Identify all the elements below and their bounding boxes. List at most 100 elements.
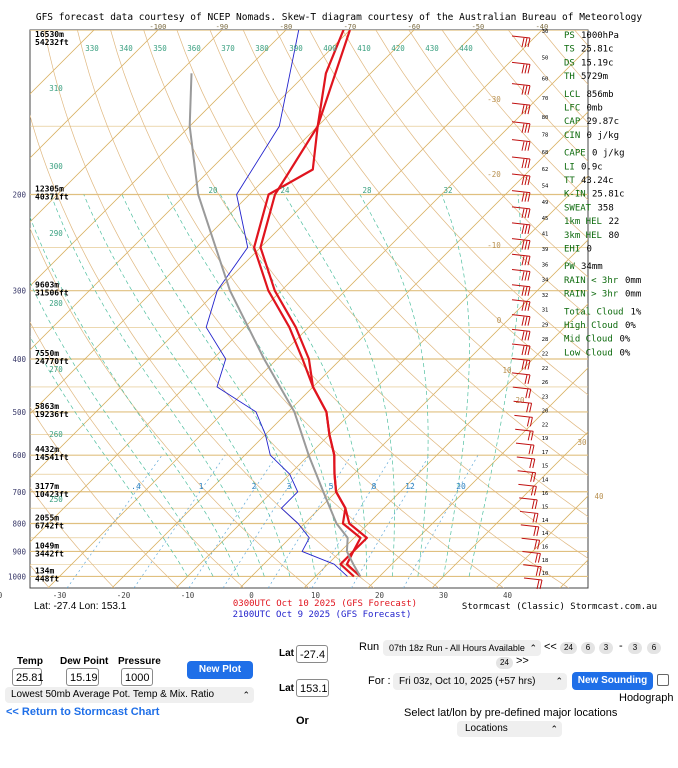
stat-value: 0%	[620, 335, 631, 345]
wind-barb-flag	[527, 123, 531, 133]
stat-value: 1000hPa	[581, 31, 619, 41]
wind-speed-label: 45	[542, 216, 549, 222]
wind-barb-flag	[527, 286, 531, 296]
theta-side-label: 260	[49, 430, 63, 439]
pill-3-back[interactable]: 3	[599, 642, 613, 654]
location-text: Lat: -27.4 Lon: 153.1	[34, 601, 127, 612]
wind-speed-label: 54	[542, 184, 549, 190]
isotherm--80	[30, 30, 287, 287]
for-label: For :	[368, 675, 391, 687]
stat-key: CIN	[564, 131, 580, 141]
wind-barb: 62	[511, 167, 548, 186]
wind-barb-shaft	[521, 537, 540, 541]
stat-value: 0 j/kg	[587, 131, 620, 141]
dew-input[interactable]: 15.19	[66, 668, 99, 686]
wind-barb-shaft	[511, 35, 531, 39]
stat-key: Mid Cloud	[564, 335, 613, 345]
pill-3-fwd[interactable]: 3	[628, 642, 642, 654]
pill-6-fwd[interactable]: 6	[647, 642, 661, 654]
hodograph-checkbox[interactable]	[657, 674, 669, 686]
wind-barb-flag	[524, 208, 528, 218]
wind-barb: 49	[511, 200, 548, 218]
stat-key: TT	[564, 176, 575, 186]
wind-barb-shaft	[511, 156, 531, 160]
stat-key: 3km HEL	[564, 231, 602, 241]
wind-barb-flag	[534, 540, 538, 550]
nav-fwd[interactable]: >>	[516, 655, 529, 667]
wind-barb-flag	[524, 123, 528, 133]
method-select-value: Lowest 50mb Average Pot. Temp & Mix. Rat…	[11, 689, 215, 700]
wind-barb-flag	[536, 579, 540, 590]
wind-barb-flag	[527, 345, 531, 356]
wind-barb: 18	[523, 558, 548, 576]
return-link[interactable]: << Return to Stormcast Chart	[6, 706, 160, 718]
right-temp-label: -30	[487, 95, 501, 104]
wind-speed-label: 60	[542, 77, 549, 83]
wind-speed-label: 20	[542, 408, 549, 414]
method-select[interactable]: Lowest 50mb Average Pot. Temp & Mix. Rat…	[5, 687, 254, 703]
nav-back[interactable]: <<	[544, 641, 557, 653]
wind-barb-flag	[531, 445, 535, 455]
theta-label: 370	[221, 44, 235, 53]
pill-24-back[interactable]: 24	[560, 642, 577, 654]
run-label: Run	[359, 641, 380, 653]
run-select[interactable]: 07th 18z Run - All Hours Available ⌃	[383, 640, 541, 656]
wind-speed-label: 78	[542, 133, 549, 139]
stat-value: 0%	[620, 348, 631, 358]
moist-adiabat-26	[359, 194, 429, 577]
for-select[interactable]: Fri 03z, Oct 10, 2025 (+57 hrs) ⌃	[393, 673, 567, 690]
plot-frame	[29, 29, 589, 589]
mixing-ratio-8	[311, 455, 393, 588]
wind-barb-shaft	[511, 314, 531, 318]
isotherm--60	[30, 30, 415, 415]
height-ft-label: 10423ft	[35, 490, 69, 499]
pressure-tick-label: 700	[12, 488, 26, 497]
isotherm--20	[111, 111, 588, 588]
isotherm-0	[239, 239, 588, 588]
wind-barb-flag	[531, 499, 535, 510]
height-m-label: 3177m	[35, 482, 59, 491]
theta-side-label: 250	[49, 495, 63, 504]
mixing-ratio-label: 5	[329, 482, 334, 491]
pill-6-back[interactable]: 6	[581, 642, 595, 654]
wind-barb: 10	[523, 571, 548, 590]
wind-barb: 26	[512, 380, 548, 399]
right-temp-label: 10	[502, 366, 512, 375]
pill-24-fwd[interactable]: 24	[496, 657, 513, 669]
wind-barb: 34	[511, 278, 549, 296]
height-ft-label: 14541ft	[35, 453, 69, 462]
mixing-ratio-5	[267, 455, 352, 588]
new-plot-button[interactable]: New Plot	[187, 661, 253, 679]
locations-select[interactable]: Locations ⌃	[457, 721, 562, 737]
lat-input[interactable]: -27.4	[296, 645, 328, 663]
pressure-tick-label: 1000	[8, 572, 27, 581]
wind-barb-flag	[524, 316, 528, 326]
wind-barb-shaft	[511, 343, 531, 347]
wind-barb-shaft	[511, 238, 531, 242]
temp-top-tick-label: -90	[216, 23, 229, 31]
wind-barb-flag	[530, 472, 534, 482]
pressure-input[interactable]: 1000	[121, 668, 153, 686]
wind-barb: 14	[521, 531, 549, 550]
stat-value: 0mm	[625, 276, 641, 286]
wind-barb-shaft	[511, 284, 531, 288]
temp-input[interactable]: 25.81	[12, 668, 44, 686]
dry-adiabat-300	[43, 30, 439, 588]
new-sounding-button[interactable]: New Sounding	[572, 672, 653, 690]
wind-speed-label: 15	[542, 504, 549, 510]
wind-barb-shaft	[519, 497, 538, 501]
dry-adiabat-400	[375, 30, 588, 278]
height-m-label: 134m	[35, 566, 54, 575]
wind-barb-flag	[528, 445, 532, 455]
wind-barb-flag	[527, 224, 531, 234]
wind-barb-shaft	[523, 564, 542, 568]
dry-adiabat-250	[30, 487, 115, 588]
wind-speed-label: 22	[542, 422, 549, 428]
wind-barb-flag	[521, 240, 525, 250]
theta-label: 420	[391, 44, 405, 53]
pressure-label: Pressure	[118, 656, 161, 667]
dry-adiabat-360	[242, 30, 588, 436]
wind-speed-label: 30	[542, 29, 549, 35]
lon-input[interactable]: 153.1	[296, 679, 329, 697]
wind-speed-label: 41	[542, 232, 549, 238]
